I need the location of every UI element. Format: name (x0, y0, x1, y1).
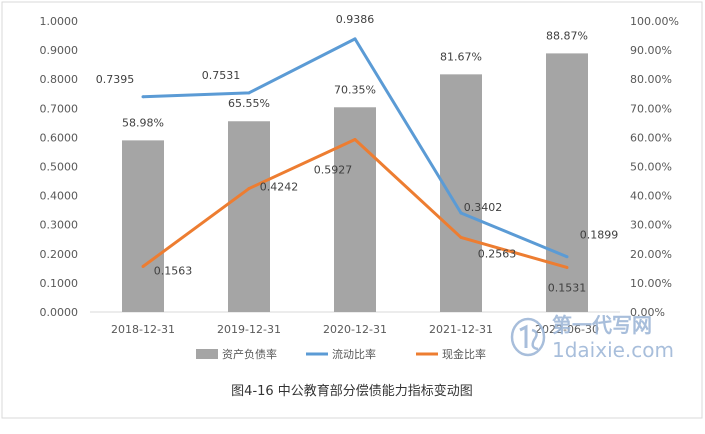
line-data-label: 0.3402 (464, 201, 503, 214)
line-point (459, 211, 463, 215)
line-point (247, 91, 251, 95)
line-data-label: 0.7395 (96, 73, 135, 86)
y-left-tick-label: 0.3000 (40, 219, 79, 232)
line-point (141, 265, 145, 269)
bar (122, 140, 164, 312)
y-left-tick-label: 1.0000 (40, 15, 79, 28)
bar-data-label: 58.98% (122, 116, 164, 129)
bar (334, 107, 376, 313)
data-labels-group: 58.98% 65.55% 70.35% 81.67% 88.87% 0.7395 0.75… (96, 13, 619, 295)
bar-data-label: 88.87% (546, 29, 588, 42)
y-left-tick-label: 0.6000 (40, 131, 79, 144)
y-right-tick-label: 20.00% (630, 248, 672, 261)
y-right-tick-label: 70.00% (630, 102, 672, 115)
y-left-tick-label: 0.4000 (40, 190, 79, 203)
y-right-tick-label: 0.00% (630, 306, 665, 319)
y-left-tick-label: 0.5000 (40, 161, 79, 174)
y-right-tick-label: 50.00% (630, 161, 672, 174)
watermark-line1: 第一代写网 (552, 313, 652, 337)
chart-border (1, 1, 703, 419)
bar-data-label: 70.35% (334, 83, 376, 96)
x-tick-label: 2019-12-31 (217, 323, 281, 336)
line-point (353, 138, 357, 142)
figure-caption: 图4-16 中公教育部分偿债能力指标变动图 (231, 383, 473, 399)
y-left-tick-label: 0.1000 (40, 277, 79, 290)
y-right-tick-label: 10.00% (630, 277, 672, 290)
watermark-line2: 1daixie.com (552, 338, 674, 362)
axes-group: 0.0000 0.1000 0.2000 0.3000 0.4000 0.5000 0.60… (40, 15, 679, 336)
x-tick-label: 2020-12-31 (323, 323, 387, 336)
y-left-tick-label: 0.2000 (40, 248, 79, 261)
y-left-tick-label: 0.9000 (40, 44, 79, 57)
line-data-label: 0.1899 (580, 229, 619, 242)
y-right-tick-label: 80.00% (630, 73, 672, 86)
line-data-label: 0.4242 (260, 181, 299, 194)
y-right-tick-label: 40.00% (630, 190, 672, 203)
line-point (141, 95, 145, 99)
bar (546, 53, 588, 312)
bar (440, 74, 482, 312)
line-data-label: 0.9386 (336, 13, 375, 26)
x-tick-label: 2022-06-30 (535, 323, 599, 336)
line-point (459, 235, 463, 239)
bar-data-label: 81.67% (440, 50, 482, 63)
legend-label: 现金比率 (442, 347, 486, 361)
watermark-logo-icon (510, 317, 546, 357)
line-data-label: 0.5927 (314, 164, 353, 177)
y-left-tick-label: 0.7000 (40, 102, 79, 115)
line-data-label: 0.2563 (478, 247, 517, 260)
legend-swatch-bar (196, 349, 218, 359)
watermark: 第一代写网 1daixie.com (510, 313, 674, 362)
bar (228, 121, 270, 312)
y-left-tick-label: 0.8000 (40, 73, 79, 86)
y-right-tick-label: 100.00% (630, 15, 679, 28)
y-left-tick-label: 0.0000 (40, 306, 79, 319)
y-right-tick-label: 90.00% (630, 44, 672, 57)
x-tick-label: 2021-12-31 (429, 323, 493, 336)
line-data-label: 0.1531 (548, 281, 587, 294)
line-point (565, 265, 569, 269)
line-point (565, 255, 569, 259)
x-tick-label: 2018-12-31 (111, 323, 175, 336)
y-right-tick-label: 30.00% (630, 219, 672, 232)
bar-data-label: 65.55% (228, 97, 270, 110)
line-data-label: 0.1563 (154, 265, 193, 278)
legend-label: 资产负债率 (222, 347, 277, 361)
legend-label: 流动比率 (332, 347, 376, 361)
line-point (247, 187, 251, 191)
line-point (353, 37, 357, 41)
legend: 资产负债率 流动比率 现金比率 (196, 347, 486, 361)
y-right-tick-label: 60.00% (630, 131, 672, 144)
line-data-label: 0.7531 (202, 69, 241, 82)
lines-group (141, 37, 569, 269)
